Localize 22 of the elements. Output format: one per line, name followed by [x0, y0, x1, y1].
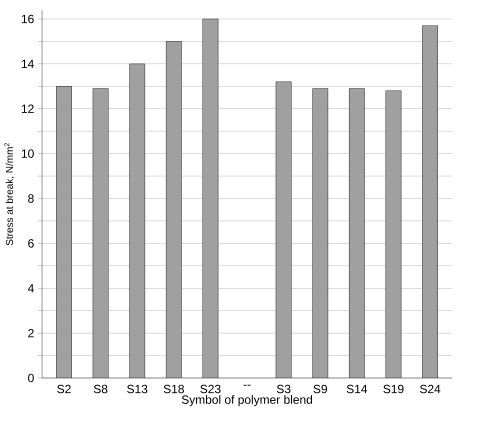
x-tick-label: S18 — [164, 384, 184, 394]
x-tick-label: S14 — [346, 384, 368, 394]
x-tick-label: S23 — [200, 384, 221, 394]
x-tick-label: S19 — [383, 384, 404, 394]
y-tick-label: 4 — [28, 284, 34, 292]
y-tick-label: 0 — [28, 374, 34, 382]
y-tick-label: 14 — [22, 60, 34, 68]
y-tick-label: 16 — [22, 14, 34, 24]
x-tick-label: S24 — [420, 384, 440, 394]
y-tick-label: 12 — [22, 104, 34, 113]
x-axis-title: Symbol of polymer blend — [182, 395, 312, 406]
y-tick-label: 6 — [28, 239, 34, 248]
y-axis-title: Stress at break, N/mm$^{2}$ — [4, 143, 14, 246]
x-tick-label: S8 — [94, 384, 108, 394]
y-tick-label: 8 — [28, 194, 34, 203]
x-tick-label: -- — [244, 384, 250, 386]
y-tick-label: 10 — [22, 149, 34, 158]
x-tick-label: S3 — [276, 384, 290, 394]
x-tick-label: S13 — [127, 384, 148, 394]
y-tick-label: 2 — [28, 328, 34, 338]
x-tick-label: S9 — [313, 384, 327, 394]
x-tick-label: S2 — [57, 384, 71, 394]
